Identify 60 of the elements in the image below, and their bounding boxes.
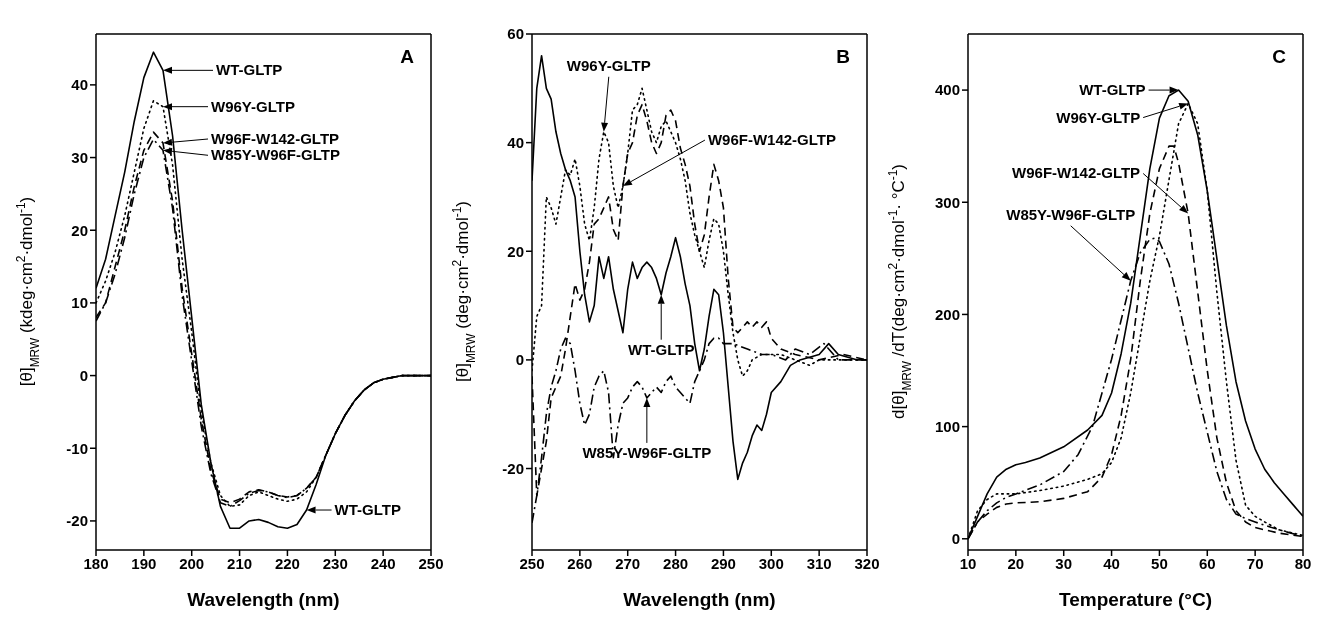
annotation: W85Y-W96F-GLTP bbox=[1006, 205, 1136, 223]
annotation: W96Y-GLTP bbox=[1056, 108, 1141, 126]
x-tick-label: 180 bbox=[83, 554, 109, 572]
y-tick-label: -20 bbox=[66, 512, 88, 530]
x-tick-label: 60 bbox=[1198, 554, 1216, 572]
y-tick-label: 400 bbox=[934, 81, 960, 99]
y-tick-label: 30 bbox=[71, 148, 88, 166]
annotation: W85Y-W96F-GLTP bbox=[582, 443, 712, 461]
x-axis-title: Wavelength (nm) bbox=[187, 589, 340, 610]
x-tick-label: 230 bbox=[322, 554, 348, 572]
x-tick-label: 260 bbox=[567, 554, 593, 572]
annotation: W96F-W142-GLTP bbox=[707, 131, 837, 149]
y-tick-label: 40 bbox=[507, 133, 524, 151]
y-tick-label: -20 bbox=[502, 459, 524, 477]
x-tick-label: 70 bbox=[1246, 554, 1264, 572]
annotation: W85Y-W96F-GLTP bbox=[211, 146, 340, 164]
x-tick-label: 200 bbox=[179, 554, 205, 572]
x-tick-label: 270 bbox=[615, 554, 641, 572]
x-tick-label: 30 bbox=[1055, 554, 1073, 572]
x-axis-title: Wavelength (nm) bbox=[623, 589, 776, 610]
y-tick-label: 0 bbox=[515, 351, 524, 369]
text: B bbox=[836, 46, 850, 68]
text: C bbox=[1272, 46, 1286, 68]
x-tick-label: 300 bbox=[758, 554, 784, 572]
x-tick-label: 50 bbox=[1151, 554, 1168, 572]
annotation: WT-GLTP bbox=[1079, 81, 1146, 99]
y-tick-label: 200 bbox=[934, 305, 960, 323]
y-tick-label: 20 bbox=[507, 242, 524, 260]
x-tick-label: 290 bbox=[710, 554, 736, 572]
y-tick-label: 10 bbox=[71, 294, 88, 312]
y-tick-label: 100 bbox=[934, 417, 960, 435]
y-tick-label: -10 bbox=[66, 439, 88, 457]
x-tick-label: 280 bbox=[663, 554, 689, 572]
x-tick-label: 10 bbox=[959, 554, 977, 572]
y-tick-label: 60 bbox=[507, 25, 524, 43]
x-tick-label: 240 bbox=[370, 554, 396, 572]
text: A bbox=[400, 46, 414, 68]
x-tick-label: 210 bbox=[227, 554, 253, 572]
annotation: WT-GLTP bbox=[628, 340, 695, 358]
x-tick-label: 250 bbox=[519, 554, 545, 572]
y-tick-label: 300 bbox=[934, 193, 960, 211]
x-tick-label: 20 bbox=[1007, 554, 1025, 572]
annotation: WT-GLTP bbox=[334, 501, 401, 519]
x-tick-label: 310 bbox=[806, 554, 832, 572]
annotation: W96Y-GLTP bbox=[566, 56, 651, 74]
annotation: W96Y-GLTP bbox=[211, 97, 295, 115]
x-tick-label: 320 bbox=[854, 554, 880, 572]
y-tick-label: 0 bbox=[951, 530, 960, 548]
x-tick-label: 190 bbox=[131, 554, 157, 572]
x-tick-label: 80 bbox=[1294, 554, 1312, 572]
x-tick-label: 220 bbox=[274, 554, 300, 572]
y-tick-label: 40 bbox=[71, 76, 88, 94]
annotation: W96F-W142-GLTP bbox=[211, 130, 340, 148]
y-tick-label: 20 bbox=[71, 221, 88, 239]
x-tick-label: 250 bbox=[418, 554, 444, 572]
annotation: W96F-W142-GLTP bbox=[1012, 164, 1141, 182]
annotation: WT-GLTP bbox=[216, 61, 283, 79]
x-tick-label: 40 bbox=[1103, 554, 1120, 572]
x-axis-title: Temperature (°C) bbox=[1059, 589, 1212, 610]
y-tick-label: 0 bbox=[79, 366, 88, 384]
